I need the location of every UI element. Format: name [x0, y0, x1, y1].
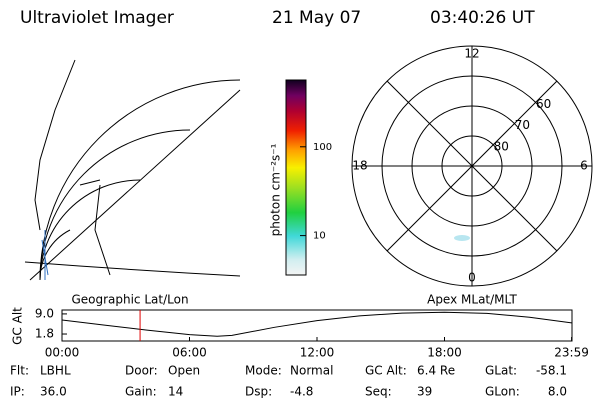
alt-frame: [61, 309, 573, 342]
polar-spoke: [386, 80, 558, 252]
field-value: 14: [168, 385, 183, 399]
colorbar-label: photon cm⁻²s⁻¹: [269, 143, 283, 236]
x-tick-label: 12:00: [300, 346, 335, 360]
time: 03:40:26 UT: [430, 8, 535, 28]
field-label: GC Alt:: [365, 364, 407, 378]
x-tick-label: 06:00: [172, 346, 207, 360]
lat-label: 80: [494, 139, 509, 153]
field-label: GLon:: [485, 385, 520, 399]
y-axis-label: GC Alt: [11, 307, 25, 345]
mlt-label: 18: [352, 159, 367, 173]
instrument: Ultraviolet Imager: [20, 8, 174, 28]
colorbar: [286, 80, 306, 275]
field-label: Flt:: [10, 364, 29, 378]
x-tick-label: 23:59: [554, 346, 589, 360]
geographic-map: [24, 59, 241, 281]
lat-circle: [411, 105, 533, 227]
mlt-label: 6: [580, 159, 588, 173]
colorbar-tick-label: 10: [313, 231, 326, 242]
date: 21 May 07: [272, 8, 361, 28]
field-value: 6.4 Re: [417, 364, 455, 378]
field-value: Open: [168, 364, 200, 378]
y-tick-label: 9.0: [35, 306, 54, 320]
x-tick-label: 18:00: [427, 346, 462, 360]
field-value: -58.1: [536, 364, 567, 378]
lat-label: 60: [536, 97, 551, 111]
colorbar-tick-label: 100: [313, 142, 332, 153]
field-label: Gain:: [125, 385, 157, 399]
mlt-label: 0: [468, 271, 476, 285]
lat-label: 70: [515, 118, 530, 132]
x-tick-label: 00:00: [45, 346, 80, 360]
lat-circle: [441, 135, 503, 197]
field-value: -4.8: [290, 385, 313, 399]
field-label: Mode:: [245, 364, 282, 378]
mlt-label: 12: [464, 47, 479, 61]
lat-circle: [381, 75, 563, 257]
field-label: Seq:: [365, 385, 392, 399]
field-label: Door:: [125, 364, 158, 378]
field-label: IP:: [10, 385, 25, 399]
y-tick-label: 1.8: [35, 327, 54, 341]
field-value: 36.0: [40, 385, 67, 399]
field-value: 8.0: [548, 385, 567, 399]
right-map-label: Apex MLat/MLT: [427, 293, 517, 307]
field-label: GLat:: [485, 364, 517, 378]
field-label: Dsp:: [245, 385, 272, 399]
field-value: 39: [417, 385, 432, 399]
emission-patch: [454, 235, 470, 241]
colorbar-frame: [285, 79, 307, 276]
alt-line: [61, 311, 572, 337]
field-value: LBHL: [40, 364, 71, 378]
field-value: Normal: [290, 364, 333, 378]
left-map-label: Geographic Lat/Lon: [71, 293, 188, 307]
